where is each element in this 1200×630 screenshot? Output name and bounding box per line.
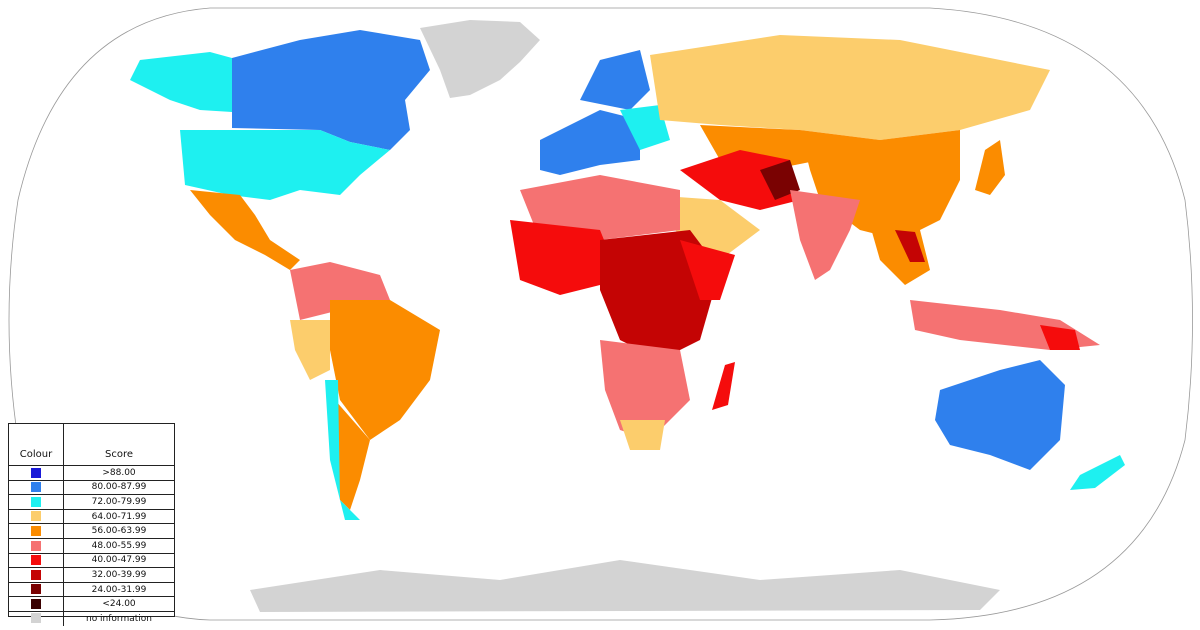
region-europe-east: [620, 105, 670, 150]
legend-header-score: Score: [104, 449, 133, 460]
legend-row: 56.00-63.99: [9, 523, 174, 539]
region-south-america-north: [290, 262, 390, 320]
legend-row: 40.00-47.99: [9, 552, 174, 568]
legend-score-label: 48.00-55.99: [63, 537, 174, 554]
region-southern-africa: [600, 340, 690, 440]
legend-row: >88.00: [9, 465, 174, 481]
map-legend: Colour Score >88.00 80.00-87.99 72.00-79.9…: [8, 423, 175, 626]
legend-swatch-cell: [9, 523, 64, 539]
legend-swatch: [31, 540, 41, 551]
legend-row: 32.00-39.99: [9, 567, 174, 583]
legend-row: <24.00: [9, 596, 174, 612]
region-middle-east: [680, 150, 800, 210]
region-scandinavia: [580, 50, 650, 110]
region-vietnam: [895, 230, 925, 262]
legend-row: no information: [9, 610, 174, 626]
region-canada: [232, 30, 430, 150]
legend-score-label: 64.00-71.99: [63, 508, 174, 524]
legend-row: 72.00-79.99: [9, 494, 174, 510]
legend-swatch: [31, 569, 41, 580]
region-madagascar: [712, 362, 735, 410]
region-west-africa: [510, 220, 620, 295]
region-new-zealand: [1070, 455, 1125, 490]
legend-row: 80.00-87.99: [9, 479, 174, 495]
legend-swatch: [31, 584, 41, 595]
legend-swatch: [31, 482, 41, 493]
legend-header-colour: Colour: [9, 424, 64, 466]
region-australia: [935, 360, 1065, 470]
region-east-africa: [680, 240, 735, 300]
legend-score-label: 24.00-31.99: [63, 581, 174, 597]
region-greenland: [420, 20, 540, 98]
region-antarctica: [250, 560, 1000, 612]
map-frame: [8, 7, 1193, 621]
legend-row: 24.00-31.99: [9, 581, 174, 597]
region-south-africa: [620, 420, 665, 450]
legend-swatch: [31, 511, 41, 522]
legend-swatch-cell: [9, 508, 64, 524]
legend-row: 48.00-55.99: [9, 537, 174, 554]
legend-swatch: [31, 613, 41, 624]
legend-swatch-cell: [9, 494, 64, 510]
region-japan: [975, 140, 1005, 195]
legend-rows: >88.00 80.00-87.99 72.00-79.99 64.00-71.99 5…: [9, 465, 174, 626]
region-png: [1040, 325, 1080, 350]
legend-swatch-cell: [9, 567, 64, 583]
legend-swatch-cell: [9, 479, 64, 495]
legend-row: 64.00-71.99: [9, 508, 174, 524]
legend-score-label: 72.00-79.99: [63, 494, 174, 510]
region-russia: [650, 35, 1050, 140]
legend-score-label: no information: [63, 610, 174, 626]
region-north-africa: [520, 175, 680, 240]
legend-swatch: [31, 555, 41, 566]
legend-table: Colour Score >88.00 80.00-87.99 72.00-79.9…: [9, 424, 174, 626]
legend-swatch: [31, 496, 41, 507]
region-brazil: [330, 300, 440, 440]
legend-score-label: <24.00: [63, 596, 174, 612]
legend-swatch-cell: [9, 537, 64, 554]
region-india: [790, 190, 860, 280]
region-chile: [325, 380, 360, 520]
legend-swatch-cell: [9, 610, 64, 626]
legend-swatch-cell: [9, 552, 64, 568]
legend-score-label: >88.00: [63, 465, 174, 481]
legend-score-label: 40.00-47.99: [63, 552, 174, 568]
region-mexico: [190, 190, 300, 270]
legend-score-label: 32.00-39.99: [63, 567, 174, 583]
legend-swatch: [31, 467, 41, 478]
legend-swatch-cell: [9, 581, 64, 597]
region-europe-west: [540, 110, 640, 175]
legend-swatch-cell: [9, 596, 64, 612]
region-peru: [290, 320, 330, 380]
region-alaska: [130, 52, 232, 112]
legend-score-label: 80.00-87.99: [63, 479, 174, 495]
legend-swatch: [31, 525, 41, 536]
region-usa: [180, 130, 390, 200]
legend-swatch: [31, 598, 41, 609]
region-argentina: [335, 400, 370, 510]
legend-score-label: 56.00-63.99: [63, 523, 174, 539]
legend-swatch-cell: [9, 465, 64, 481]
